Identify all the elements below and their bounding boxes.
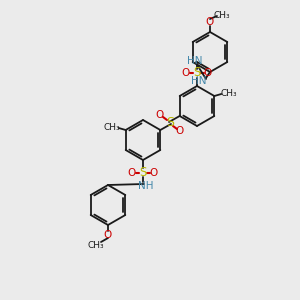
Text: CH₃: CH₃ (88, 241, 104, 250)
Text: NH: NH (138, 181, 154, 191)
Text: HN: HN (191, 76, 207, 86)
Text: S: S (166, 116, 174, 130)
Text: O: O (128, 168, 136, 178)
Text: S: S (139, 167, 147, 179)
Text: CH₃: CH₃ (220, 88, 237, 98)
Text: O: O (206, 17, 214, 27)
Text: O: O (156, 110, 164, 120)
Text: CH₃: CH₃ (103, 122, 120, 131)
Text: HN: HN (187, 56, 203, 66)
Text: O: O (204, 68, 212, 78)
Text: O: O (150, 168, 158, 178)
Text: S: S (193, 67, 201, 80)
Text: O: O (182, 68, 190, 78)
Text: O: O (176, 126, 184, 136)
Text: CH₃: CH₃ (214, 11, 230, 20)
Text: O: O (104, 230, 112, 240)
